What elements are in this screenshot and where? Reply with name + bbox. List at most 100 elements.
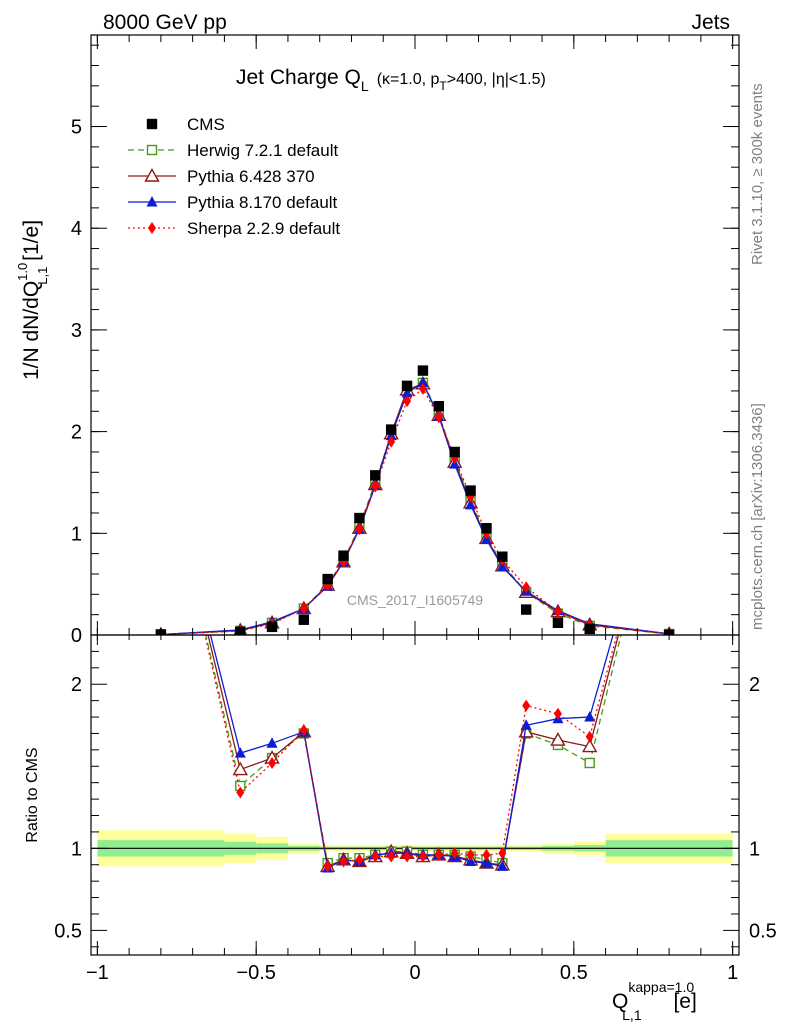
legend-marker-pythia8 [146,196,158,207]
ratio-uncertainty-band [91,830,739,867]
data-point-cms [266,621,278,633]
ratio-point-sherpa [236,786,245,799]
x-tick-label: 0 [409,962,420,984]
data-point-cms [552,617,564,628]
data-point-sherpa [355,523,364,536]
ratio-point-sherpa [553,707,562,720]
legend-entry-pythia6: Pythia 6.428 370 [128,167,315,186]
ratio-line-herwig [205,635,622,864]
data-point-cms [584,623,595,635]
ratio-point-pythia8 [266,737,278,748]
ratio-point-sherpa [418,850,427,863]
ratio-y-tick-label-right: 1 [749,838,760,860]
legend-label-pythia8: Pythia 8.170 default [187,193,338,212]
ratio-point-sherpa [585,730,594,743]
ratio-point-sherpa [403,850,412,863]
ratio-y-tick-label-right: 2 [749,674,760,696]
y-tick-label: 2 [71,422,82,444]
data-point-cms [385,424,397,435]
data-point-cms [465,485,476,496]
ratio-point-sherpa [387,850,396,863]
x-tick-label: −1 [86,962,109,984]
legend-entry-cms: CMS [146,115,225,134]
ratio-frame [90,634,740,956]
legend-entry-herwig: Herwig 7.2.1 default [128,141,338,160]
legend-label-herwig: Herwig 7.2.1 default [187,141,338,160]
ratio-point-pythia6 [232,761,248,776]
legend-marker-sherpa [148,222,156,234]
data-point-cms [433,400,445,412]
ratio-series-sherpa [204,635,618,873]
data-point-pythia8 [465,498,477,510]
header-process: Jets [691,11,730,34]
data-point-cms [354,512,365,524]
ratio-point-pythia8 [234,747,246,758]
legend-marker-pythia6 [144,168,160,182]
legend-label-sherpa: Sherpa 2.2.9 default [187,219,340,238]
legend-marker-cms [146,118,158,130]
ratio-y-tick-label-left: 0.5 [54,920,82,942]
plot-title: Jet Charge QL (κ=1.0, pT>400, |η|<1.5) [236,66,546,94]
mcplots-label: mcplots.cern.ch [arXiv:1306.3436] [749,403,766,630]
ratio-series-herwig [205,635,622,869]
legend-label-pythia6: Pythia 6.428 370 [187,167,315,186]
data-point-sherpa [418,382,427,395]
data-point-cms [481,523,492,534]
ratio-point-sherpa [371,850,380,863]
data-point-cms [497,551,508,562]
ratio-point-sherpa [299,724,308,737]
x-tick-label: 0.5 [560,962,588,984]
data-point-sherpa [434,411,443,424]
data-point-sherpa [403,395,412,408]
legend-label-cms: CMS [187,115,225,134]
y-tick-label: 3 [71,320,82,342]
data-point-sherpa [387,435,396,448]
x-tick-label: −0.5 [236,962,275,984]
ratio-point-sherpa [355,853,364,866]
data-point-cms [322,573,333,585]
ratio-point-pythia6 [518,723,534,738]
ratio-point-sherpa [466,848,475,861]
ratio-point-sherpa [482,848,491,861]
ratio-point-sherpa [434,848,443,861]
data-point-pythia8 [401,386,413,398]
legend-entry-sherpa: Sherpa 2.2.9 default [128,219,340,238]
ratio-point-pythia8 [480,857,492,868]
ratio-point-pythia6 [550,732,566,746]
legend-marker-herwig [146,144,158,156]
y-tick-label: 1 [71,523,82,545]
ratio-series-pythia8 [209,635,614,873]
ratio-point-pythia8 [520,719,532,730]
data-point-cms [401,380,413,392]
data-point-sherpa [371,480,380,493]
ratio-point-sherpa [339,855,348,868]
legend: CMS Herwig 7.2.1 default Pythia 6.428 370 P… [128,115,340,238]
data-point-cms [520,604,532,615]
data-point-sherpa [522,581,531,594]
axes: −1 −0.5 0 0.5 1 0 1 2 3 4 5 0.5 0.5 1 1 2 2 [54,35,777,984]
data-point-pythia8 [385,429,397,441]
y-axis-label: 1/N dN/dQ1.0 L,1 [1/e] [15,220,50,380]
data-point-cms [449,446,460,458]
data-point-pythia8 [417,376,429,388]
series-line-sherpa [160,387,670,635]
x-tick-label: 1 [727,962,738,984]
ratio-y-tick-label-left: 2 [71,674,82,696]
ratio-line-pythia8 [209,635,614,870]
y-tick-label: 0 [71,625,82,647]
x-axis-label: Qkappa=1.0 L,1 [e] [612,979,697,1023]
ratio-point-pythia8 [496,860,508,871]
data-point-sherpa [553,605,562,618]
ratio-point-sherpa [522,699,531,712]
ratio-line-sherpa [204,635,618,868]
series-cms [155,365,675,635]
legend-entry-pythia8: Pythia 8.170 default [128,193,338,212]
ratio-point-sherpa [450,847,459,860]
data-point-cms [298,614,310,625]
ratio-series-pythia6 [207,635,620,873]
data-point-cms [338,550,349,561]
data-point-cms [417,365,429,376]
y-tick-label: 4 [71,218,82,240]
y-tick-label: 5 [71,117,82,139]
